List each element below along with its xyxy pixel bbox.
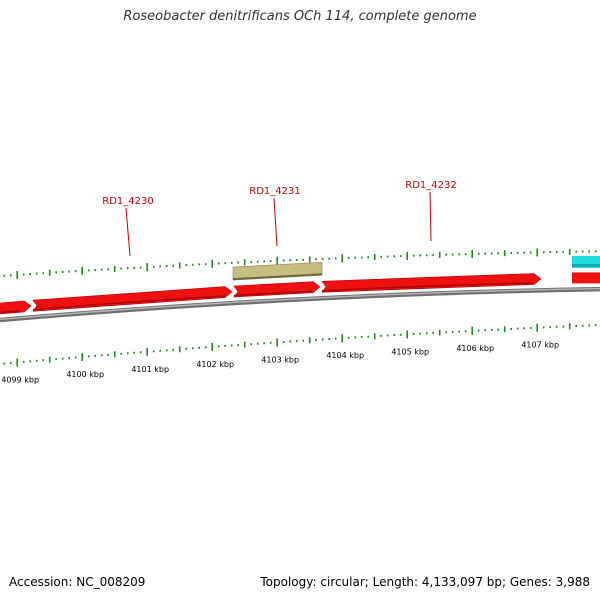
gene-arrow-a: [0, 300, 32, 315]
scale-label: 4101 kbp: [131, 365, 169, 374]
gene-label-leader: [429, 191, 432, 242]
lower-tick-row: [3, 323, 597, 367]
gene-arrow-rd1-4231-shade: [233, 290, 313, 297]
scale-label: 4100 kbp: [66, 370, 104, 379]
upper-tick-row: [3, 248, 597, 279]
figure-title: Roseobacter denitrificans OCh 114, compl…: [123, 9, 477, 24]
genome-summary-label: Topology: circular; Length: 4,133,097 bp…: [260, 575, 590, 589]
scale-label: 4104 kbp: [326, 351, 364, 360]
scale-label: 4099 kbp: [1, 376, 39, 385]
scale-label: 4106 kbp: [456, 344, 494, 353]
backbone-highlight: [0, 287, 600, 321]
accession-label: Accession: NC_008209: [9, 575, 146, 589]
scale-label: 4103 kbp: [261, 355, 299, 364]
gene-label-rd1-4230: RD1_4230: [102, 196, 153, 207]
gene-box-olive-shade: [232, 273, 323, 281]
gene-arrow-a-shade: [0, 310, 21, 314]
gene-label-leader: [125, 207, 131, 257]
gene-arrow-rd1-4230-shade: [32, 295, 226, 311]
gene-block-right: [572, 272, 600, 284]
gene-features: [0, 256, 600, 315]
scale-label: 4102 kbp: [196, 360, 234, 369]
scale-label-group: 4099 kbp 4100 kbp 4101 kbp 4102 kbp 4103 kbp…: [1, 341, 559, 385]
gene-arrow-rd1-4231: [233, 281, 321, 298]
gene-box-cyan-shade: [572, 264, 600, 267]
scale-label: 4105 kbp: [391, 347, 429, 356]
genome-backbone: [0, 286, 600, 323]
gene-label-rd1-4232: RD1_4232: [405, 180, 456, 191]
gene-label-leader: [273, 197, 278, 247]
gene-arrow-rd1-4232-shade: [321, 282, 533, 292]
gene-label-rd1-4231: RD1_4231: [249, 186, 300, 197]
gene-label-group: RD1_4230 RD1_4231 RD1_4232: [102, 180, 457, 257]
scale-label: 4107 kbp: [521, 341, 559, 350]
